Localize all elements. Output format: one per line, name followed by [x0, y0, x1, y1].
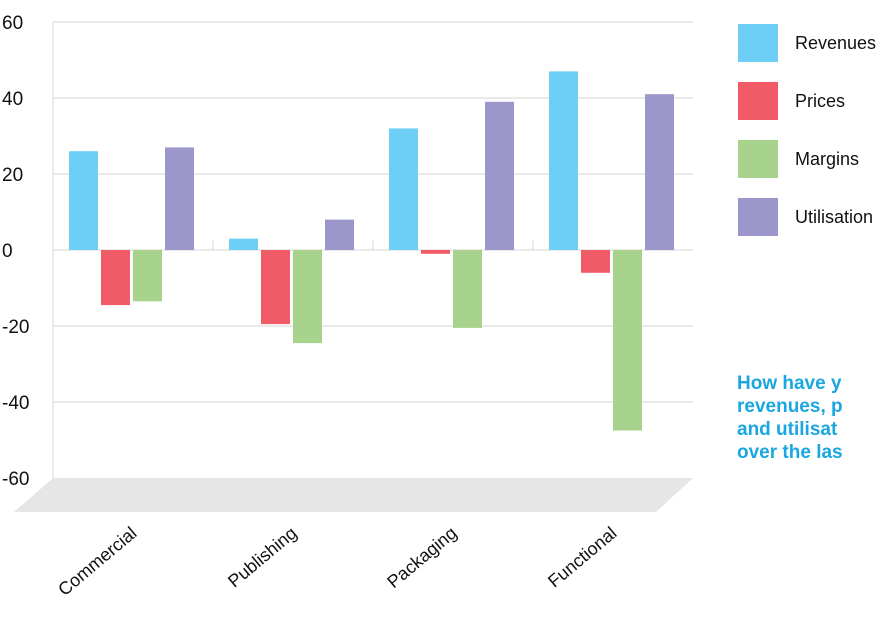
bar-margins	[133, 250, 162, 302]
question-line: over the las	[737, 442, 843, 463]
bar-utilisation	[165, 147, 194, 250]
legend-label: Prices	[795, 91, 845, 111]
y-axis-ticks: 60 40 20 0 -20 -40 -60	[2, 13, 29, 490]
bar-revenues	[229, 238, 258, 250]
y-tick-label: 20	[2, 165, 23, 186]
legend-swatch	[738, 140, 778, 178]
bars	[69, 71, 674, 431]
legend: Revenues Prices Margins Utilisation	[738, 24, 876, 236]
y-tick-label: 60	[2, 13, 23, 34]
legend-swatch	[738, 82, 778, 120]
y-tick-label: -20	[2, 317, 29, 338]
bar-utilisation	[485, 101, 514, 250]
bar-utilisation	[325, 219, 354, 250]
y-tick-label: -60	[2, 469, 29, 490]
y-tick-label: 40	[2, 89, 23, 110]
bar-revenues	[69, 151, 98, 250]
legend-label: Revenues	[795, 33, 876, 53]
bar-prices	[581, 250, 610, 273]
bar-margins	[613, 250, 642, 431]
y-tick-label: 0	[2, 241, 13, 262]
bar-margins	[453, 250, 482, 328]
bar-utilisation	[645, 94, 674, 250]
y-tick-label: -40	[2, 393, 29, 414]
legend-label: Margins	[795, 149, 859, 169]
x-axis-categories: Commercial Publishing Packaging Functional	[54, 523, 620, 600]
bar-prices	[421, 250, 450, 254]
bar-prices	[101, 250, 130, 306]
chart-floor	[14, 478, 693, 512]
x-category-label: Functional	[544, 523, 620, 592]
question-text: How have y revenues, p and utilisat over…	[737, 372, 893, 464]
bar-prices	[261, 250, 290, 325]
legend-label: Utilisation	[795, 207, 873, 227]
x-category-label: Commercial	[54, 523, 140, 600]
question-line: and utilisat	[737, 419, 838, 440]
bar-revenues	[389, 128, 418, 250]
question-line: How have y	[737, 373, 842, 394]
x-category-label: Packaging	[383, 523, 460, 592]
question-line: revenues, p	[737, 396, 843, 417]
legend-swatch	[738, 24, 778, 62]
bar-revenues	[549, 71, 578, 251]
bar-margins	[293, 250, 322, 344]
x-category-label: Publishing	[224, 523, 300, 592]
legend-swatch	[738, 198, 778, 236]
